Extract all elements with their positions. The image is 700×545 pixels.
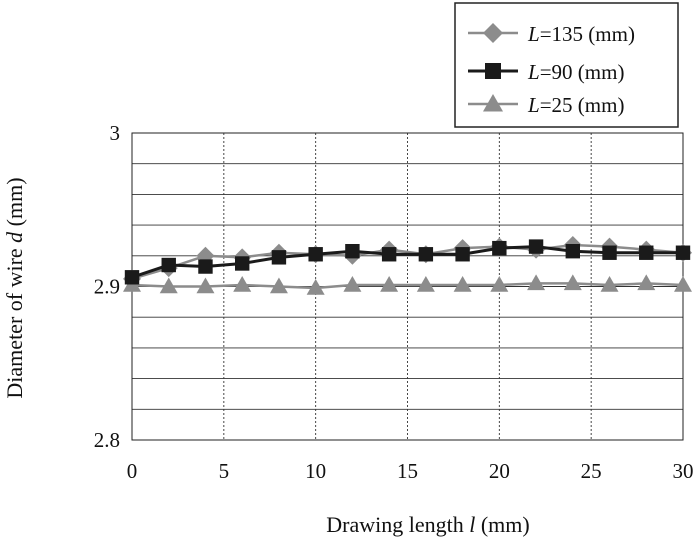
series-1 — [124, 239, 691, 285]
data-point — [490, 275, 509, 292]
x-tick-label: 30 — [673, 459, 694, 483]
data-point — [602, 245, 617, 260]
data-point — [345, 243, 360, 259]
data-point — [196, 277, 215, 294]
legend-label-l90: L=90 (mm) — [527, 60, 624, 84]
legend-label-l135: L=135 (mm) — [527, 22, 635, 46]
series-group — [123, 236, 692, 295]
data-point — [306, 279, 325, 295]
data-point — [198, 259, 213, 274]
data-point — [453, 275, 472, 292]
data-point — [124, 270, 140, 285]
y-tick-labels: 2.8 2.9 3 — [94, 121, 120, 452]
x-tick-label: 20 — [489, 459, 510, 483]
x-tick-label: 25 — [581, 459, 602, 483]
data-point — [235, 256, 250, 271]
series-line — [131, 243, 684, 281]
data-point — [600, 275, 619, 292]
data-point — [381, 247, 397, 262]
data-point — [492, 240, 507, 256]
data-point — [269, 277, 288, 294]
data-point — [161, 257, 176, 273]
data-point — [416, 275, 435, 292]
data-point — [159, 277, 178, 294]
legend-marker — [483, 94, 503, 112]
series-line — [131, 245, 683, 279]
x-tick-labels: 0 5 10 15 20 25 30 — [127, 459, 694, 483]
y-axis-title: Diameter of wire d (mm) — [2, 177, 27, 398]
data-point — [565, 243, 580, 259]
legend-marker — [485, 63, 501, 79]
x-axis-title: Drawing length l (mm) — [326, 512, 529, 537]
y-tick-label: 2.8 — [94, 428, 120, 452]
legend-entries: L=135 (mm) L=90 (mm) L=25 (mm) — [468, 22, 635, 117]
data-point — [271, 250, 287, 265]
x-tick-label: 15 — [397, 459, 418, 483]
series-line — [131, 282, 684, 290]
data-point — [343, 275, 362, 292]
data-point — [528, 239, 544, 254]
data-point — [674, 275, 692, 292]
x-tick-label: 0 — [127, 459, 138, 483]
data-point — [527, 274, 546, 291]
legend: L=135 (mm) L=90 (mm) L=25 (mm) — [454, 2, 679, 128]
data-point — [380, 275, 399, 292]
data-point — [563, 274, 582, 291]
x-tick-label: 10 — [305, 459, 326, 483]
data-point — [308, 247, 323, 262]
data-point — [639, 245, 654, 260]
data-point — [418, 247, 434, 262]
data-point — [233, 275, 252, 292]
legend-label-l25: L=25 (mm) — [527, 93, 624, 117]
y-tick-label: 3 — [110, 121, 121, 145]
legend-marker — [483, 23, 503, 43]
y-tick-label: 2.9 — [94, 275, 120, 299]
series-2 — [123, 274, 692, 295]
data-point — [455, 247, 470, 262]
x-tick-label: 5 — [219, 459, 230, 483]
data-point — [637, 274, 656, 291]
data-point — [675, 245, 691, 260]
